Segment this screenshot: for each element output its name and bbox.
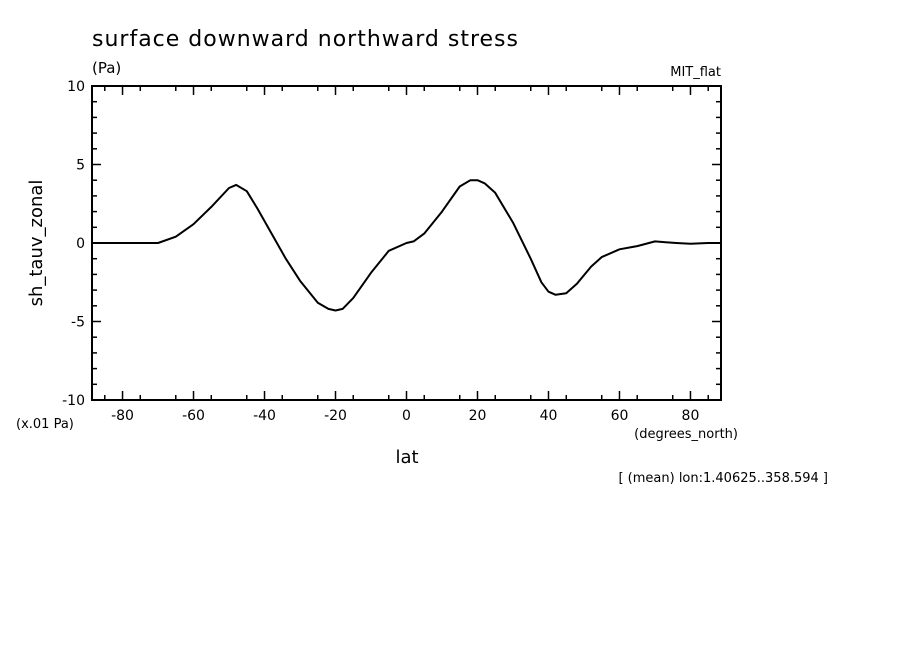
y-tick-label: -5 bbox=[71, 315, 85, 331]
x-tick-label: -80 bbox=[111, 408, 134, 424]
x-tick-label: 0 bbox=[402, 408, 411, 424]
x-tick-label: -20 bbox=[324, 408, 347, 424]
y-axis: -10 -5 0 5 10 bbox=[62, 79, 721, 409]
x-tick-label: -60 bbox=[182, 408, 205, 424]
y-tick-label: 5 bbox=[76, 158, 85, 174]
y-tick-label: 0 bbox=[76, 236, 85, 252]
x-tick-label: 20 bbox=[469, 408, 487, 424]
x-units-label: (degrees_north) bbox=[634, 427, 738, 442]
x-tick-label: 60 bbox=[611, 408, 629, 424]
x-tick-label: 80 bbox=[682, 408, 700, 424]
series-line bbox=[92, 179, 721, 312]
footnote: [ (mean) lon:1.40625..358.594 ] bbox=[618, 471, 828, 486]
x-tick-label: -40 bbox=[253, 408, 276, 424]
dataset-label: MIT_flat bbox=[670, 65, 721, 80]
units-label: (Pa) bbox=[92, 59, 121, 77]
y-tick-label: -10 bbox=[62, 393, 85, 409]
y-scale-note: (x.01 Pa) bbox=[16, 417, 74, 432]
y-tick-label: 10 bbox=[67, 79, 85, 95]
x-axis-label: lat bbox=[395, 447, 418, 468]
y-axis-label: sh_tauv_zonal bbox=[26, 180, 47, 307]
x-axis: -80 -60 -40 -20 0 20 40 60 80 bbox=[104, 86, 709, 424]
x-tick-label: 40 bbox=[540, 408, 558, 424]
chart-title: surface downward northward stress bbox=[92, 27, 519, 52]
